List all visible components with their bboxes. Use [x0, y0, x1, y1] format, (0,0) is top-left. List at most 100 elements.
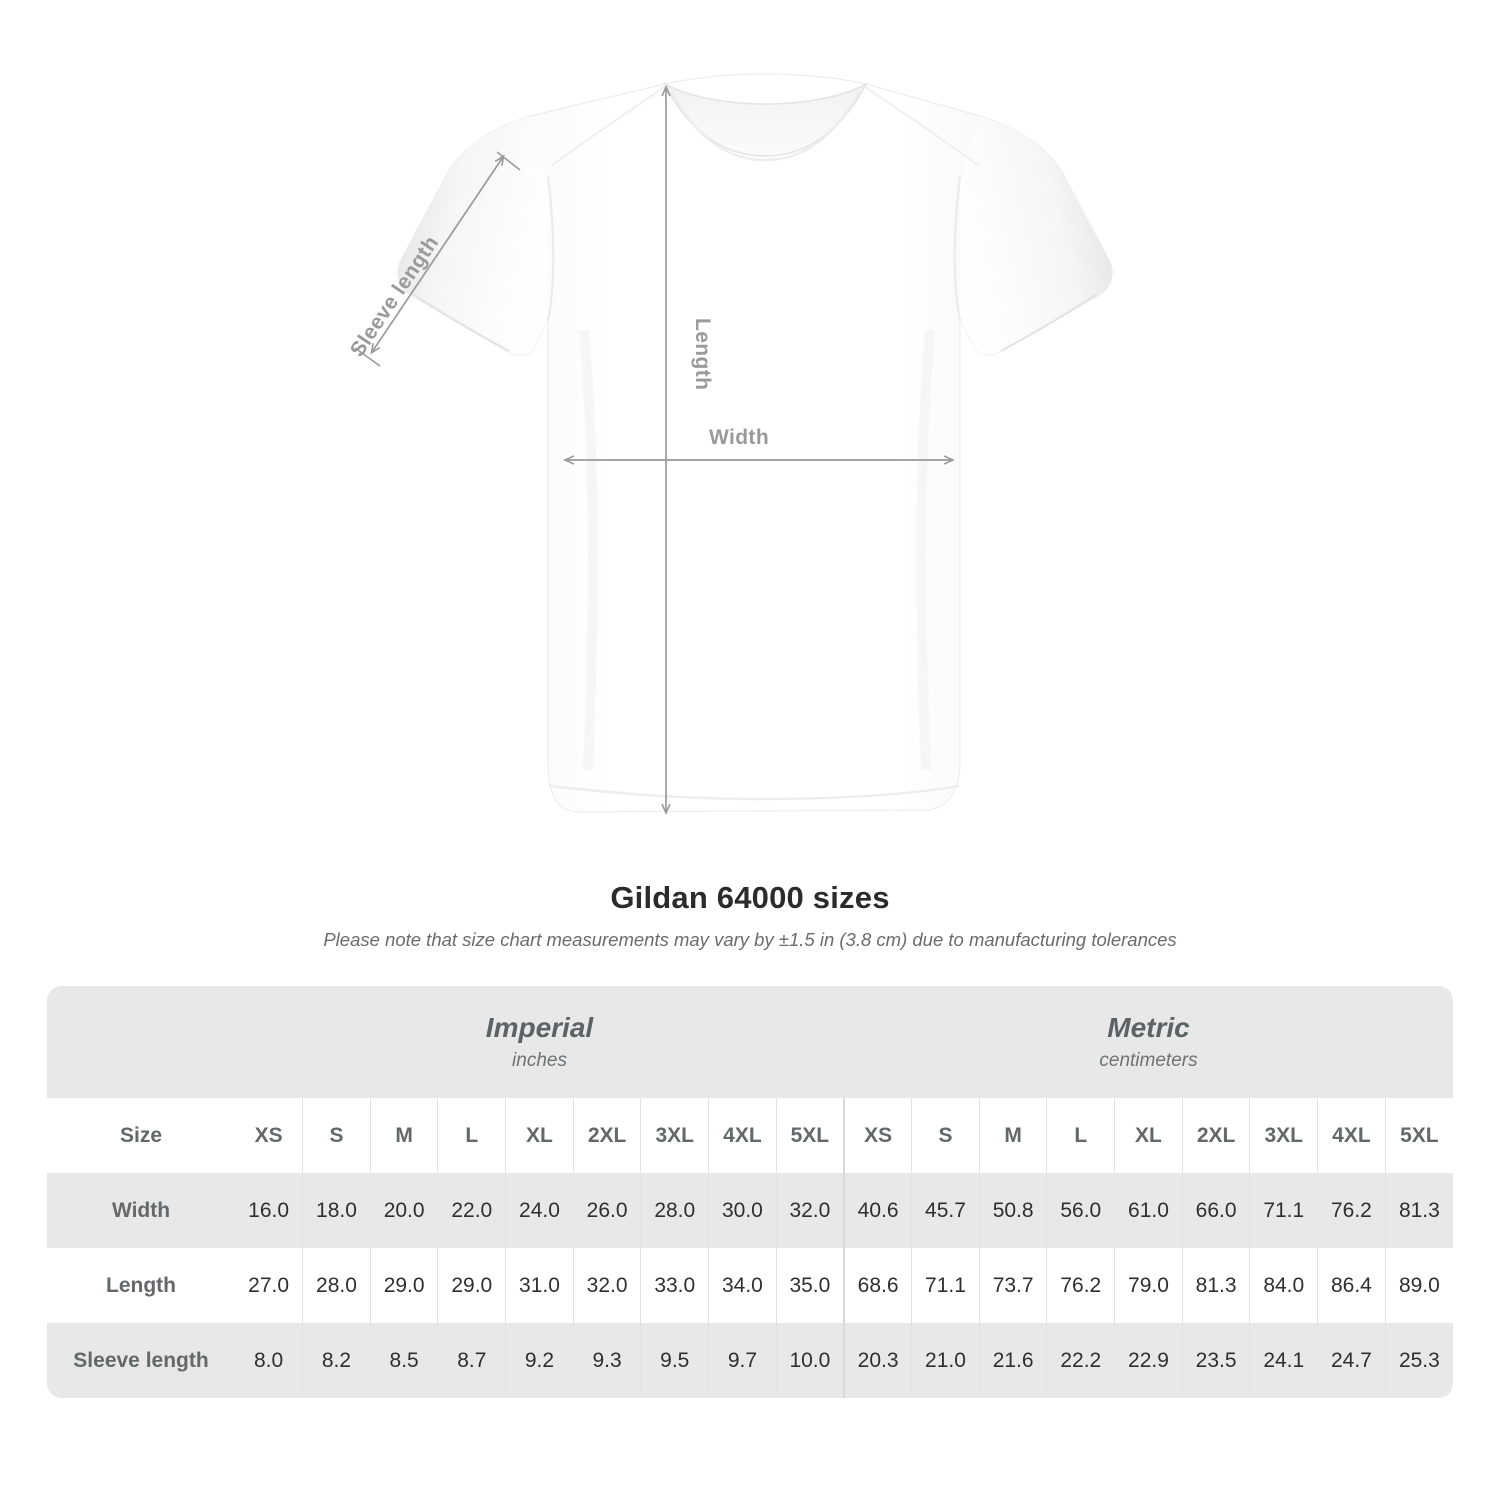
cell-width-imperial-s: 18.0 [302, 1173, 371, 1248]
shirt-shape [397, 73, 1113, 813]
size-cell-imperial-m: M [369, 1098, 438, 1173]
size-cell-metric-l: L [1046, 1098, 1115, 1173]
cell-sleeve-metric-l: 22.2 [1046, 1323, 1115, 1398]
cell-width-imperial-5xl: 32.0 [775, 1173, 844, 1248]
size-cell-imperial-xs: XS [235, 1098, 303, 1173]
cell-length-metric-xs: 68.6 [843, 1248, 912, 1323]
size-cell-imperial-2xl: 2XL [572, 1098, 641, 1173]
row-label-sleeve-length: Sleeve length [47, 1323, 235, 1398]
metric-label: Metric [1107, 1011, 1190, 1043]
size-cell-metric-3xl: 3XL [1249, 1098, 1318, 1173]
cell-width-metric-l: 56.0 [1046, 1173, 1115, 1248]
metric-sublabel: centimeters [1099, 1049, 1198, 1071]
size-cell-metric-4xl: 4XL [1317, 1098, 1386, 1173]
cell-width-imperial-4xl: 30.0 [708, 1173, 777, 1248]
cell-length-imperial-xl: 31.0 [505, 1248, 574, 1323]
cell-length-imperial-l: 29.0 [437, 1248, 506, 1323]
cell-sleeve-imperial-xs: 8.0 [235, 1323, 303, 1398]
cell-sleeve-imperial-5xl: 10.0 [775, 1323, 844, 1398]
tolerance-note: Please note that size chart measurements… [323, 929, 1177, 950]
length-dimension: Length [661, 85, 714, 815]
chart-heading-block: Gildan 64000 sizes Please note that size… [0, 878, 1500, 953]
size-cell-imperial-xl: XL [505, 1098, 574, 1173]
cell-length-imperial-4xl: 34.0 [708, 1248, 777, 1323]
size-chart-table: Imperial inches Metric centimeters Size … [47, 986, 1453, 1398]
cell-sleeve-metric-4xl: 24.7 [1317, 1323, 1386, 1398]
cell-length-metric-4xl: 86.4 [1317, 1248, 1386, 1323]
size-cell-metric-xs: XS [843, 1098, 912, 1173]
cell-length-metric-2xl: 81.3 [1181, 1248, 1250, 1323]
page-title: Gildan 64000 sizes [610, 880, 890, 915]
cell-sleeve-imperial-s: 8.2 [302, 1323, 371, 1398]
size-cell-imperial-5xl: 5XL [775, 1098, 844, 1173]
size-row-label: Size [47, 1098, 235, 1173]
cell-sleeve-metric-xs: 20.3 [843, 1323, 912, 1398]
width-dimension: Width [563, 426, 955, 465]
size-cell-imperial-3xl: 3XL [640, 1098, 709, 1173]
cell-length-imperial-3xl: 33.0 [640, 1248, 709, 1323]
cell-width-imperial-xl: 24.0 [505, 1173, 574, 1248]
cell-sleeve-imperial-3xl: 9.5 [640, 1323, 709, 1398]
cell-length-imperial-5xl: 35.0 [775, 1248, 844, 1323]
unit-metric-cell: Metric centimeters [844, 986, 1453, 1098]
cell-width-imperial-3xl: 28.0 [640, 1173, 709, 1248]
cell-width-metric-xs: 40.6 [843, 1173, 912, 1248]
cell-width-metric-2xl: 66.0 [1181, 1173, 1250, 1248]
cell-sleeve-metric-xl: 22.9 [1114, 1323, 1183, 1398]
unit-imperial-cell: Imperial inches [235, 986, 844, 1098]
cell-sleeve-imperial-xl: 9.2 [505, 1323, 574, 1398]
cell-sleeve-metric-5xl: 25.3 [1384, 1323, 1453, 1398]
imperial-label: Imperial [485, 1011, 594, 1043]
cell-width-metric-4xl: 76.2 [1317, 1173, 1386, 1248]
cell-sleeve-imperial-2xl: 9.3 [572, 1323, 641, 1398]
cell-length-imperial-2xl: 32.0 [572, 1248, 641, 1323]
size-cell-metric-s: S [911, 1098, 980, 1173]
width-label: Width [709, 426, 769, 449]
cell-length-metric-3xl: 84.0 [1249, 1248, 1318, 1323]
table-row: Width 16.0 18.0 20.0 22.0 24.0 26.0 28.0… [47, 1173, 1453, 1248]
imperial-sublabel: inches [512, 1049, 567, 1071]
size-cell-metric-5xl: 5XL [1384, 1098, 1453, 1173]
cell-width-imperial-l: 22.0 [437, 1173, 506, 1248]
table-row: Sleeve length 8.0 8.2 8.5 8.7 9.2 9.3 9.… [47, 1323, 1453, 1398]
cell-length-metric-m: 73.7 [978, 1248, 1047, 1323]
cell-length-metric-s: 71.1 [911, 1248, 980, 1323]
unit-spacer-cell [47, 986, 235, 1098]
cell-sleeve-imperial-m: 8.5 [369, 1323, 438, 1398]
table-row: Length 27.0 28.0 29.0 29.0 31.0 32.0 33.… [47, 1248, 1453, 1323]
cell-length-imperial-s: 28.0 [302, 1248, 371, 1323]
cell-sleeve-metric-3xl: 24.1 [1249, 1323, 1318, 1398]
cell-width-metric-m: 50.8 [978, 1173, 1047, 1248]
unit-header-row: Imperial inches Metric centimeters [47, 986, 1453, 1098]
cell-sleeve-metric-m: 21.6 [978, 1323, 1047, 1398]
length-label: Length [691, 318, 714, 390]
cell-length-metric-xl: 79.0 [1114, 1248, 1183, 1323]
size-header-row: Size XS S M L XL 2XL 3XL 4XL 5XL XS S M … [47, 1098, 1453, 1173]
cell-width-metric-3xl: 71.1 [1249, 1173, 1318, 1248]
size-cell-imperial-l: L [437, 1098, 506, 1173]
cell-width-metric-5xl: 81.3 [1384, 1173, 1453, 1248]
cell-width-metric-s: 45.7 [911, 1173, 980, 1248]
size-cell-metric-xl: XL [1114, 1098, 1183, 1173]
row-label-length: Length [47, 1248, 235, 1323]
cell-length-imperial-m: 29.0 [369, 1248, 438, 1323]
cell-sleeve-metric-2xl: 23.5 [1181, 1323, 1250, 1398]
cell-sleeve-imperial-4xl: 9.7 [708, 1323, 777, 1398]
cell-width-imperial-xs: 16.0 [235, 1173, 303, 1248]
cell-sleeve-imperial-l: 8.7 [437, 1323, 506, 1398]
tshirt-illustration: Length Width Sleeve length [346, 73, 1113, 815]
cell-length-imperial-xs: 27.0 [235, 1248, 303, 1323]
cell-length-metric-l: 76.2 [1046, 1248, 1115, 1323]
size-cell-imperial-s: S [302, 1098, 371, 1173]
cell-sleeve-metric-s: 21.0 [911, 1323, 980, 1398]
size-chart-table-container: Imperial inches Metric centimeters Size … [47, 986, 1453, 1398]
cell-width-imperial-m: 20.0 [369, 1173, 438, 1248]
tshirt-diagram: Length Width Sleeve length [346, 73, 1113, 815]
size-cell-metric-2xl: 2XL [1181, 1098, 1250, 1173]
row-label-width: Width [47, 1173, 235, 1248]
size-cell-metric-m: M [978, 1098, 1047, 1173]
size-cell-imperial-4xl: 4XL [708, 1098, 777, 1173]
cell-width-imperial-2xl: 26.0 [572, 1173, 641, 1248]
cell-width-metric-xl: 61.0 [1114, 1173, 1183, 1248]
cell-length-metric-5xl: 89.0 [1384, 1248, 1453, 1323]
